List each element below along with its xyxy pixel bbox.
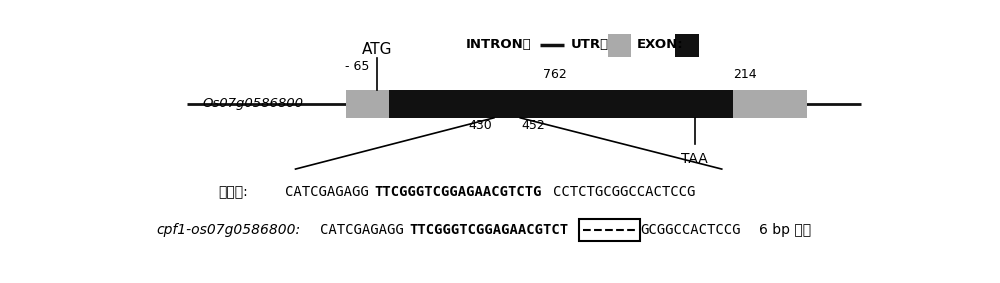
Bar bbox=[579, 219, 640, 241]
Text: ATG: ATG bbox=[362, 42, 392, 57]
Text: CATCGAGAGG: CATCGAGAGG bbox=[285, 185, 369, 199]
Text: 6 bp 缺失: 6 bp 缺失 bbox=[759, 223, 811, 237]
Bar bbox=[346, 89, 388, 118]
Text: TTCGGGTCGGAGAACGTCT: TTCGGGTCGGAGAACGTCT bbox=[409, 223, 569, 237]
Text: 452: 452 bbox=[522, 119, 546, 132]
Text: Os07g0586800: Os07g0586800 bbox=[202, 97, 304, 110]
Text: TTCGGGTCGGAGAACGTCTG: TTCGGGTCGGAGAACGTCTG bbox=[375, 185, 542, 199]
Text: TAA: TAA bbox=[681, 152, 708, 166]
Bar bbox=[388, 89, 733, 118]
Text: 日本晴:: 日本晴: bbox=[218, 185, 248, 199]
Text: INTRON：: INTRON： bbox=[466, 38, 532, 51]
Text: CATCGAGAGG: CATCGAGAGG bbox=[320, 223, 404, 237]
Text: cpf1-os07g0586800:: cpf1-os07g0586800: bbox=[156, 223, 300, 237]
Text: 214: 214 bbox=[733, 68, 757, 81]
Text: CCTCTGCGGCCACTCCG: CCTCTGCGGCCACTCCG bbox=[553, 185, 695, 199]
Bar bbox=[608, 33, 631, 57]
Bar bbox=[733, 89, 807, 118]
Text: 762: 762 bbox=[543, 68, 567, 81]
Bar bbox=[675, 33, 698, 57]
Text: - 65: - 65 bbox=[345, 60, 369, 73]
Text: 430: 430 bbox=[469, 119, 492, 132]
Text: UTR：: UTR： bbox=[571, 38, 609, 51]
Text: GCGGCCACTCCG: GCGGCCACTCCG bbox=[640, 223, 740, 237]
Text: EXON:: EXON: bbox=[637, 38, 683, 51]
